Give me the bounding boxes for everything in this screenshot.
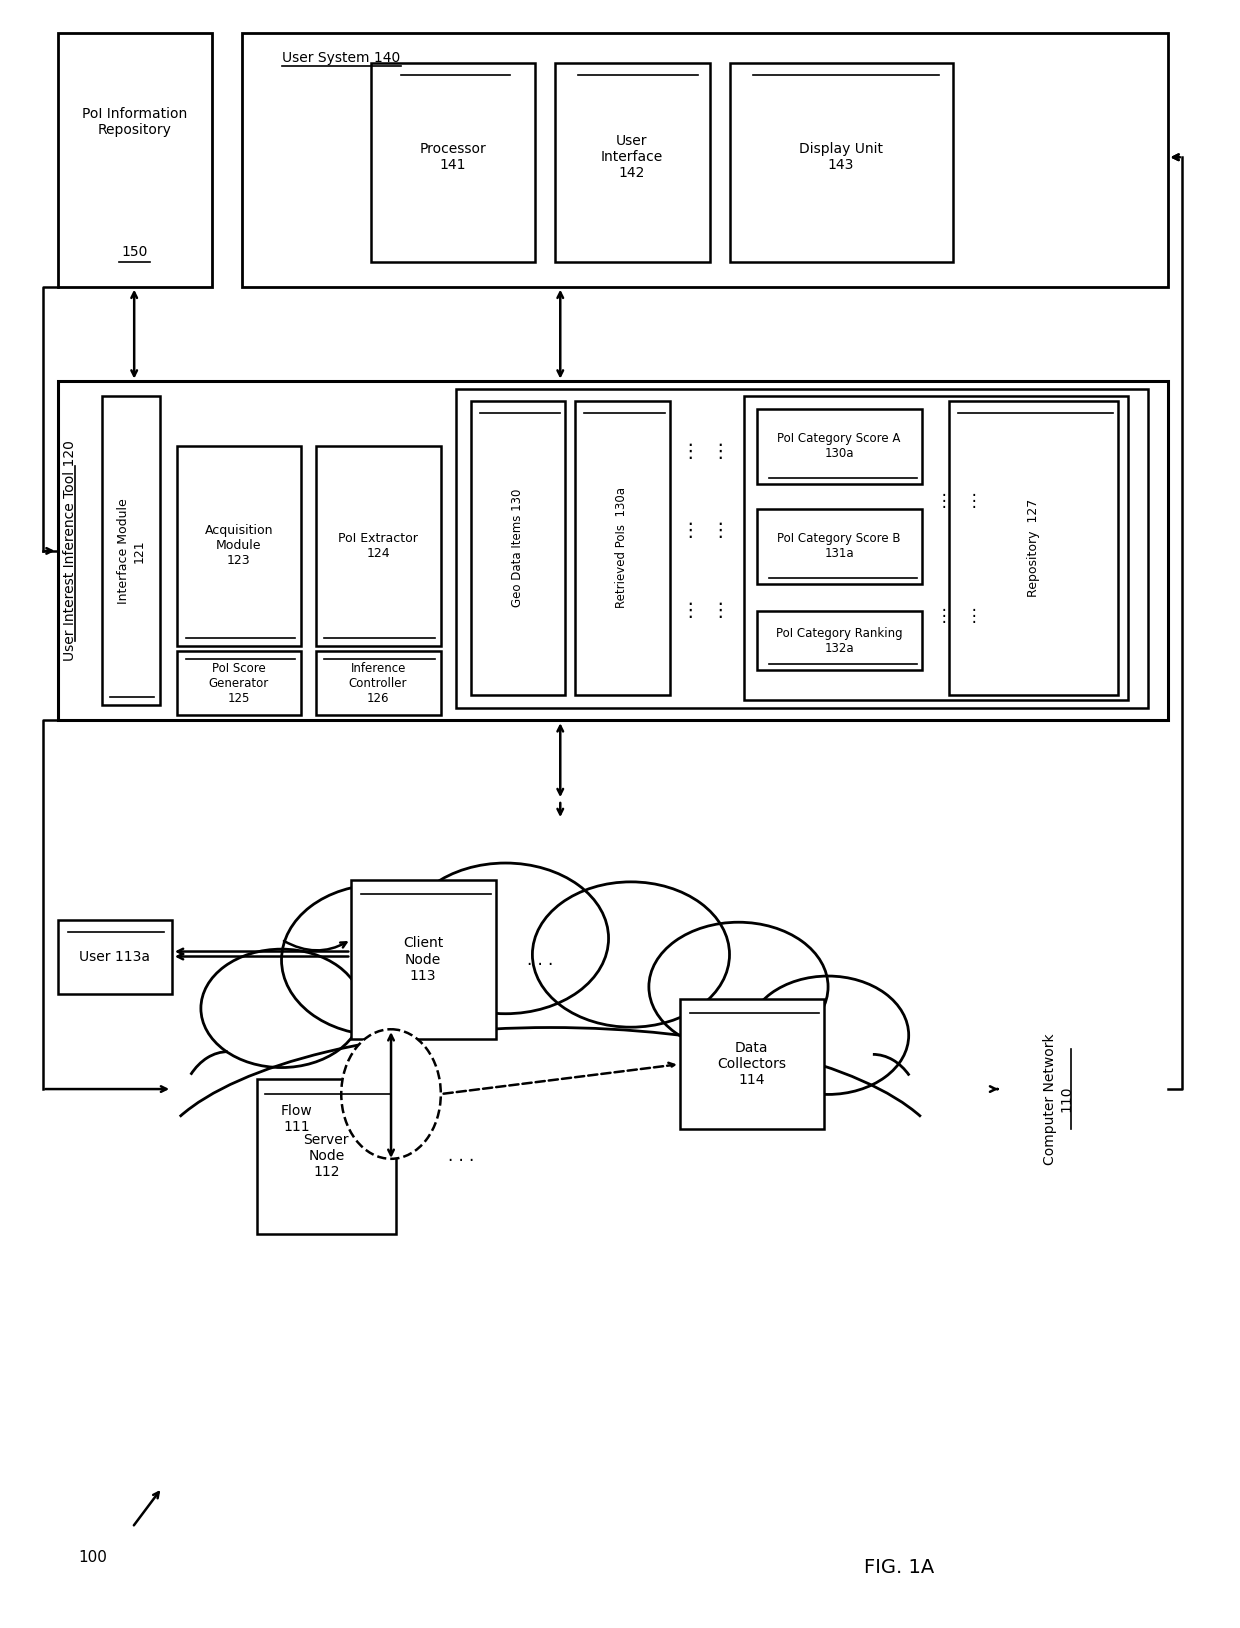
Bar [744, 397, 1127, 700]
Text: ⋮: ⋮ [680, 521, 699, 540]
Text: User System 140: User System 140 [281, 50, 399, 65]
Text: ⋮: ⋮ [935, 492, 952, 510]
Text: FIG. 1A: FIG. 1A [863, 1558, 934, 1578]
Bar [758, 409, 921, 484]
Text: Acquisition
Module
123: Acquisition Module 123 [205, 524, 273, 568]
Ellipse shape [341, 1029, 440, 1159]
Text: ⋮: ⋮ [680, 601, 699, 620]
Ellipse shape [649, 921, 828, 1052]
Text: User 113a: User 113a [79, 949, 150, 964]
Text: Repository  127: Repository 127 [1027, 498, 1039, 597]
Bar [758, 510, 921, 584]
Text: Display Unit
143: Display Unit 143 [799, 142, 883, 173]
Bar [257, 1079, 396, 1234]
Text: PoI Extractor
124: PoI Extractor 124 [339, 532, 418, 560]
Ellipse shape [532, 882, 729, 1027]
Text: Client
Node
113: Client Node 113 [403, 936, 443, 983]
Ellipse shape [403, 863, 609, 1014]
Text: User
Interface
142: User Interface 142 [601, 133, 663, 181]
Text: PoI Information
Repository: PoI Information Repository [82, 107, 187, 137]
Bar [57, 381, 1168, 720]
Bar [456, 389, 1148, 708]
Text: . . .: . . . [448, 1146, 474, 1164]
Bar [575, 402, 670, 695]
Text: Flow
111: Flow 111 [280, 1104, 312, 1135]
Text: . . .: . . . [527, 951, 553, 969]
Text: Inference
Controller
126: Inference Controller 126 [348, 663, 407, 705]
Text: PoI Category Score A
130a: PoI Category Score A 130a [777, 433, 900, 461]
Text: ⋮: ⋮ [935, 607, 952, 625]
Bar [177, 651, 301, 715]
Text: ⋮: ⋮ [965, 492, 982, 510]
Ellipse shape [748, 977, 909, 1094]
Bar [316, 446, 440, 646]
Ellipse shape [148, 970, 954, 1267]
Bar [177, 446, 301, 646]
Bar [103, 397, 160, 705]
Text: PoI Category Score B
131a: PoI Category Score B 131a [777, 532, 900, 560]
Text: User Interest Inference Tool 120: User Interest Inference Tool 120 [63, 441, 77, 661]
Bar [680, 1000, 825, 1128]
Text: PoI Score
Generator
125: PoI Score Generator 125 [208, 663, 269, 705]
Text: 100: 100 [78, 1550, 107, 1565]
Text: 150: 150 [122, 244, 148, 259]
Text: ⋮: ⋮ [709, 601, 729, 620]
Text: Interface Module
121: Interface Module 121 [118, 498, 145, 604]
Text: PoI Category Ranking
132a: PoI Category Ranking 132a [776, 627, 903, 654]
Ellipse shape [201, 949, 362, 1068]
Bar [729, 62, 954, 262]
Text: ⋮: ⋮ [965, 607, 982, 625]
Text: Geo Data Items 130: Geo Data Items 130 [511, 488, 525, 607]
Bar [371, 62, 536, 262]
Text: Processor
141: Processor 141 [419, 142, 486, 173]
Bar [57, 920, 172, 995]
Bar [351, 879, 496, 1039]
Text: ⋮: ⋮ [680, 441, 699, 461]
Text: Data
Collectors
114: Data Collectors 114 [717, 1040, 786, 1088]
Bar [758, 610, 921, 671]
Bar [316, 651, 440, 715]
Text: ⋮: ⋮ [709, 441, 729, 461]
Text: ⋮: ⋮ [709, 521, 729, 540]
Bar [556, 62, 709, 262]
Text: Computer Network
110: Computer Network 110 [1043, 1034, 1073, 1166]
Ellipse shape [281, 884, 479, 1035]
Bar [57, 33, 212, 287]
Text: Server
Node
112: Server Node 112 [304, 1133, 350, 1179]
Bar [949, 402, 1117, 695]
Bar [242, 33, 1168, 287]
Bar [471, 402, 565, 695]
Text: Retrieved PoIs  130a: Retrieved PoIs 130a [615, 487, 629, 609]
